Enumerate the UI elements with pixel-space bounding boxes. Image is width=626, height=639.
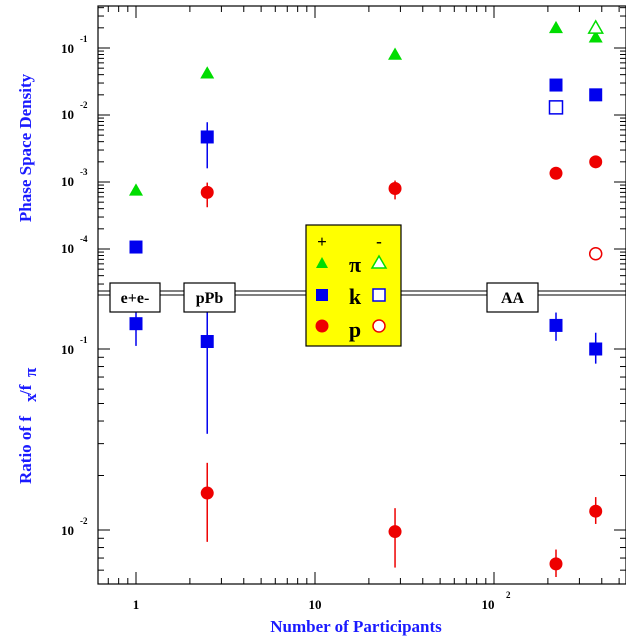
y-tick-label-upper-1: 10 -1 bbox=[61, 34, 88, 56]
data-point-square bbox=[129, 240, 143, 254]
data-point-circle bbox=[200, 185, 214, 199]
y-tick-exp: -2 bbox=[80, 516, 88, 526]
data-point-circle bbox=[200, 486, 214, 500]
y-tick-base: 10 bbox=[61, 107, 74, 122]
y-tick-exp: -2 bbox=[80, 100, 88, 110]
y-axis-label-lower-sub2: π bbox=[21, 367, 40, 377]
data-point-circle bbox=[549, 557, 563, 571]
data-point-circle bbox=[588, 246, 603, 261]
data-point-triangle bbox=[129, 183, 143, 196]
y-axis-label-upper: Phase Space Density bbox=[16, 73, 35, 222]
data-point-square bbox=[548, 100, 564, 115]
axis-ticks bbox=[98, 6, 626, 584]
legend-marker-p-open bbox=[372, 319, 386, 333]
data-point-square bbox=[589, 342, 603, 356]
legend-marker-p-filled bbox=[315, 319, 329, 333]
y-axis-label-lower: Ratio of f x /f π bbox=[16, 367, 40, 484]
data-point-circle bbox=[589, 155, 603, 169]
data-point-triangle bbox=[548, 20, 563, 34]
data-point-square bbox=[549, 318, 563, 332]
legend-header-open: - bbox=[376, 232, 382, 251]
x-tick-label-1: 1 bbox=[133, 597, 140, 612]
data-point-triangle bbox=[388, 47, 403, 60]
y-axis-label-lower-sub1: x bbox=[21, 393, 40, 402]
legend-marker-k-open bbox=[372, 288, 386, 302]
y-tick-label-lower-2: 10 -2 bbox=[61, 516, 88, 538]
legend-label-k: k bbox=[349, 284, 362, 309]
data-point-square bbox=[549, 78, 563, 92]
legend-marker-pi-filled bbox=[316, 257, 328, 268]
y-tick-label-lower-1: 10 -1 bbox=[61, 335, 88, 357]
legend-label-pi: π bbox=[349, 252, 361, 277]
y-tick-base: 10 bbox=[61, 174, 74, 189]
y-tick-base: 10 bbox=[61, 41, 74, 56]
x-axis-label: Number of Participants bbox=[270, 617, 442, 636]
data-point-circle bbox=[549, 166, 563, 180]
y-tick-label-upper-3: 10 -3 bbox=[61, 167, 88, 189]
y-tick-label-upper-2: 10 -2 bbox=[61, 100, 88, 122]
y-tick-base: 10 bbox=[61, 523, 74, 538]
y-tick-label-upper-4: 10 -4 bbox=[61, 234, 88, 256]
annotation-ee-label: e+e- bbox=[121, 290, 150, 307]
annotation-ppb-label: pPb bbox=[196, 290, 224, 307]
y-axis-label-lower-main: Ratio of f bbox=[16, 416, 35, 484]
y-tick-exp: -1 bbox=[80, 34, 88, 44]
legend-header-filled: + bbox=[317, 232, 327, 251]
data-point-triangle bbox=[587, 19, 605, 34]
annotation-aa-label: AA bbox=[501, 290, 525, 307]
y-tick-exp: -4 bbox=[80, 234, 88, 244]
x-tick-label-100-base: 10 bbox=[482, 597, 495, 612]
data-point-square bbox=[200, 130, 214, 144]
y-tick-base: 10 bbox=[61, 342, 74, 357]
y-tick-exp: -3 bbox=[80, 167, 88, 177]
y-tick-exp: -1 bbox=[80, 335, 88, 345]
legend-marker-k-filled bbox=[316, 289, 328, 301]
data-point-square bbox=[129, 317, 143, 331]
legend-marker-pi-open bbox=[370, 254, 388, 269]
data-marks bbox=[129, 19, 605, 577]
y-tick-base: 10 bbox=[61, 241, 74, 256]
data-point-triangle bbox=[200, 66, 215, 79]
y-axis-label-lower-mid: /f bbox=[16, 384, 35, 396]
legend: + - π k p bbox=[305, 224, 402, 347]
legend-label-p: p bbox=[349, 317, 361, 342]
data-point-square bbox=[589, 88, 603, 102]
annotation-aa: AA bbox=[486, 282, 539, 313]
x-tick-label-10: 10 bbox=[309, 597, 322, 612]
data-point-triangle bbox=[588, 30, 603, 43]
data-point-circle bbox=[388, 181, 402, 195]
annotation-ee: e+e- bbox=[109, 282, 161, 313]
x-tick-label-100-exp: 2 bbox=[506, 590, 511, 600]
data-point-square bbox=[200, 335, 214, 349]
data-point-circle bbox=[388, 525, 402, 539]
data-point-circle bbox=[589, 504, 603, 518]
annotation-ppb: pPb bbox=[183, 282, 236, 313]
